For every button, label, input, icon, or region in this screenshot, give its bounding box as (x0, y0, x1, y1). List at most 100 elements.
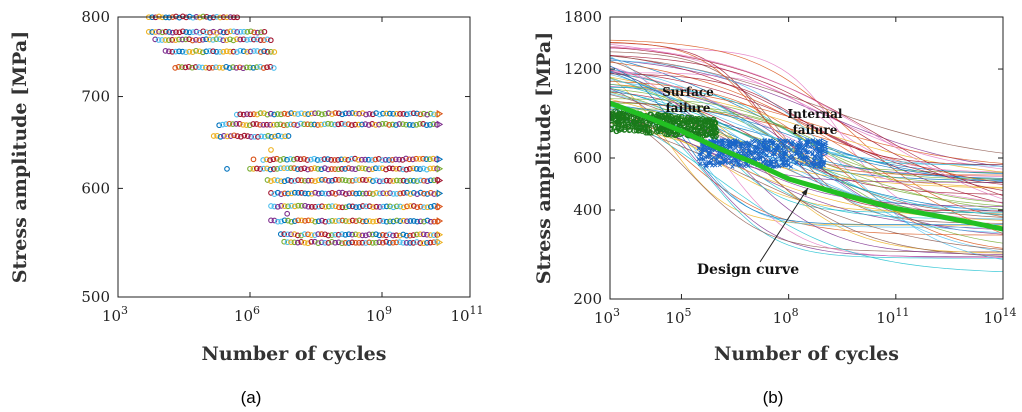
data-point (206, 36, 213, 43)
data-point (227, 28, 234, 35)
data-point (264, 36, 271, 43)
data-point (162, 37, 169, 43)
model-curve (610, 39, 1003, 218)
data-point (254, 36, 261, 43)
data-point (247, 28, 254, 35)
data-point (268, 203, 274, 209)
data-point (380, 110, 386, 117)
data-point (329, 203, 336, 209)
data-point (271, 49, 278, 55)
data-point (349, 165, 355, 172)
data-point (196, 29, 203, 36)
data-point (267, 110, 274, 117)
data-point (359, 165, 366, 172)
data-point (173, 29, 179, 35)
data-point (376, 165, 383, 172)
data-point (315, 190, 322, 197)
data-point (359, 232, 366, 239)
data-point (319, 190, 325, 197)
data-point (335, 157, 341, 163)
data-point (295, 111, 301, 117)
data-point (200, 28, 207, 35)
data-point (403, 166, 410, 173)
model-curve (610, 83, 1003, 164)
data-point (318, 111, 325, 118)
data-point (203, 48, 210, 55)
data-point (325, 218, 332, 225)
data-point (301, 165, 308, 172)
data-point (236, 64, 243, 71)
data-point (305, 203, 312, 210)
data-point (431, 218, 438, 225)
surface-failure-point (661, 126, 667, 132)
data-point (193, 36, 199, 43)
data-point (274, 166, 281, 172)
failure-points (610, 108, 829, 169)
data-point (287, 165, 294, 171)
data-point (414, 204, 421, 211)
data-point (284, 239, 291, 246)
data-point (159, 37, 165, 43)
data-point (342, 218, 349, 224)
data-point (216, 36, 223, 43)
data-point (179, 28, 186, 35)
surface-failure-point (646, 126, 652, 132)
data-point (255, 134, 261, 140)
data-point (383, 232, 390, 239)
x-tick-label: 1011 (876, 306, 909, 327)
internal-failure-point (807, 162, 812, 168)
data-point (396, 156, 403, 163)
data-point (328, 232, 335, 238)
surface-failure-point (610, 111, 616, 118)
data-point (355, 165, 362, 171)
internal-failure-point (812, 164, 817, 169)
data-point (182, 64, 189, 71)
data-point (268, 217, 274, 224)
data-point (210, 37, 216, 43)
data-point (346, 110, 352, 117)
y-tick-label: 500 (81, 288, 110, 306)
data-point (356, 204, 363, 210)
data-point (285, 190, 291, 197)
internal-failure-point (736, 149, 741, 154)
data-point (373, 190, 380, 196)
internal-failure-point (794, 151, 800, 156)
data-point (386, 165, 393, 172)
data-point (213, 36, 220, 42)
data-point (176, 48, 182, 55)
data-point (321, 156, 328, 162)
data-point (322, 190, 329, 197)
data-point (315, 110, 322, 117)
data-point (396, 232, 403, 239)
data-point (304, 166, 311, 173)
data-point (145, 29, 152, 35)
data-point (349, 177, 356, 184)
data-point (315, 203, 322, 210)
internal-failure-point (806, 139, 811, 144)
annotation-internal-failure: Internal (788, 107, 843, 121)
internal-failure-point (752, 139, 758, 144)
data-point (223, 121, 229, 127)
data-point (328, 238, 335, 245)
internal-failure-point (749, 142, 754, 147)
internal-failure-point (786, 144, 791, 150)
surface-failure-point (643, 130, 649, 136)
data-point (352, 231, 359, 238)
data-point (400, 239, 407, 246)
data-point (363, 203, 370, 210)
data-point (359, 203, 366, 209)
data-point (206, 48, 213, 54)
curve-ensemble (610, 39, 1003, 273)
data-point (220, 37, 227, 44)
data-point (311, 232, 318, 238)
data-point (396, 239, 403, 245)
internal-failure-point (730, 164, 735, 169)
internal-failure-point (716, 154, 721, 159)
surface-failure-point (657, 129, 664, 135)
data-point (372, 122, 379, 128)
data-point (226, 65, 233, 71)
data-point (365, 156, 372, 163)
data-point (363, 218, 370, 225)
data-point (358, 156, 365, 163)
data-point (233, 111, 240, 118)
